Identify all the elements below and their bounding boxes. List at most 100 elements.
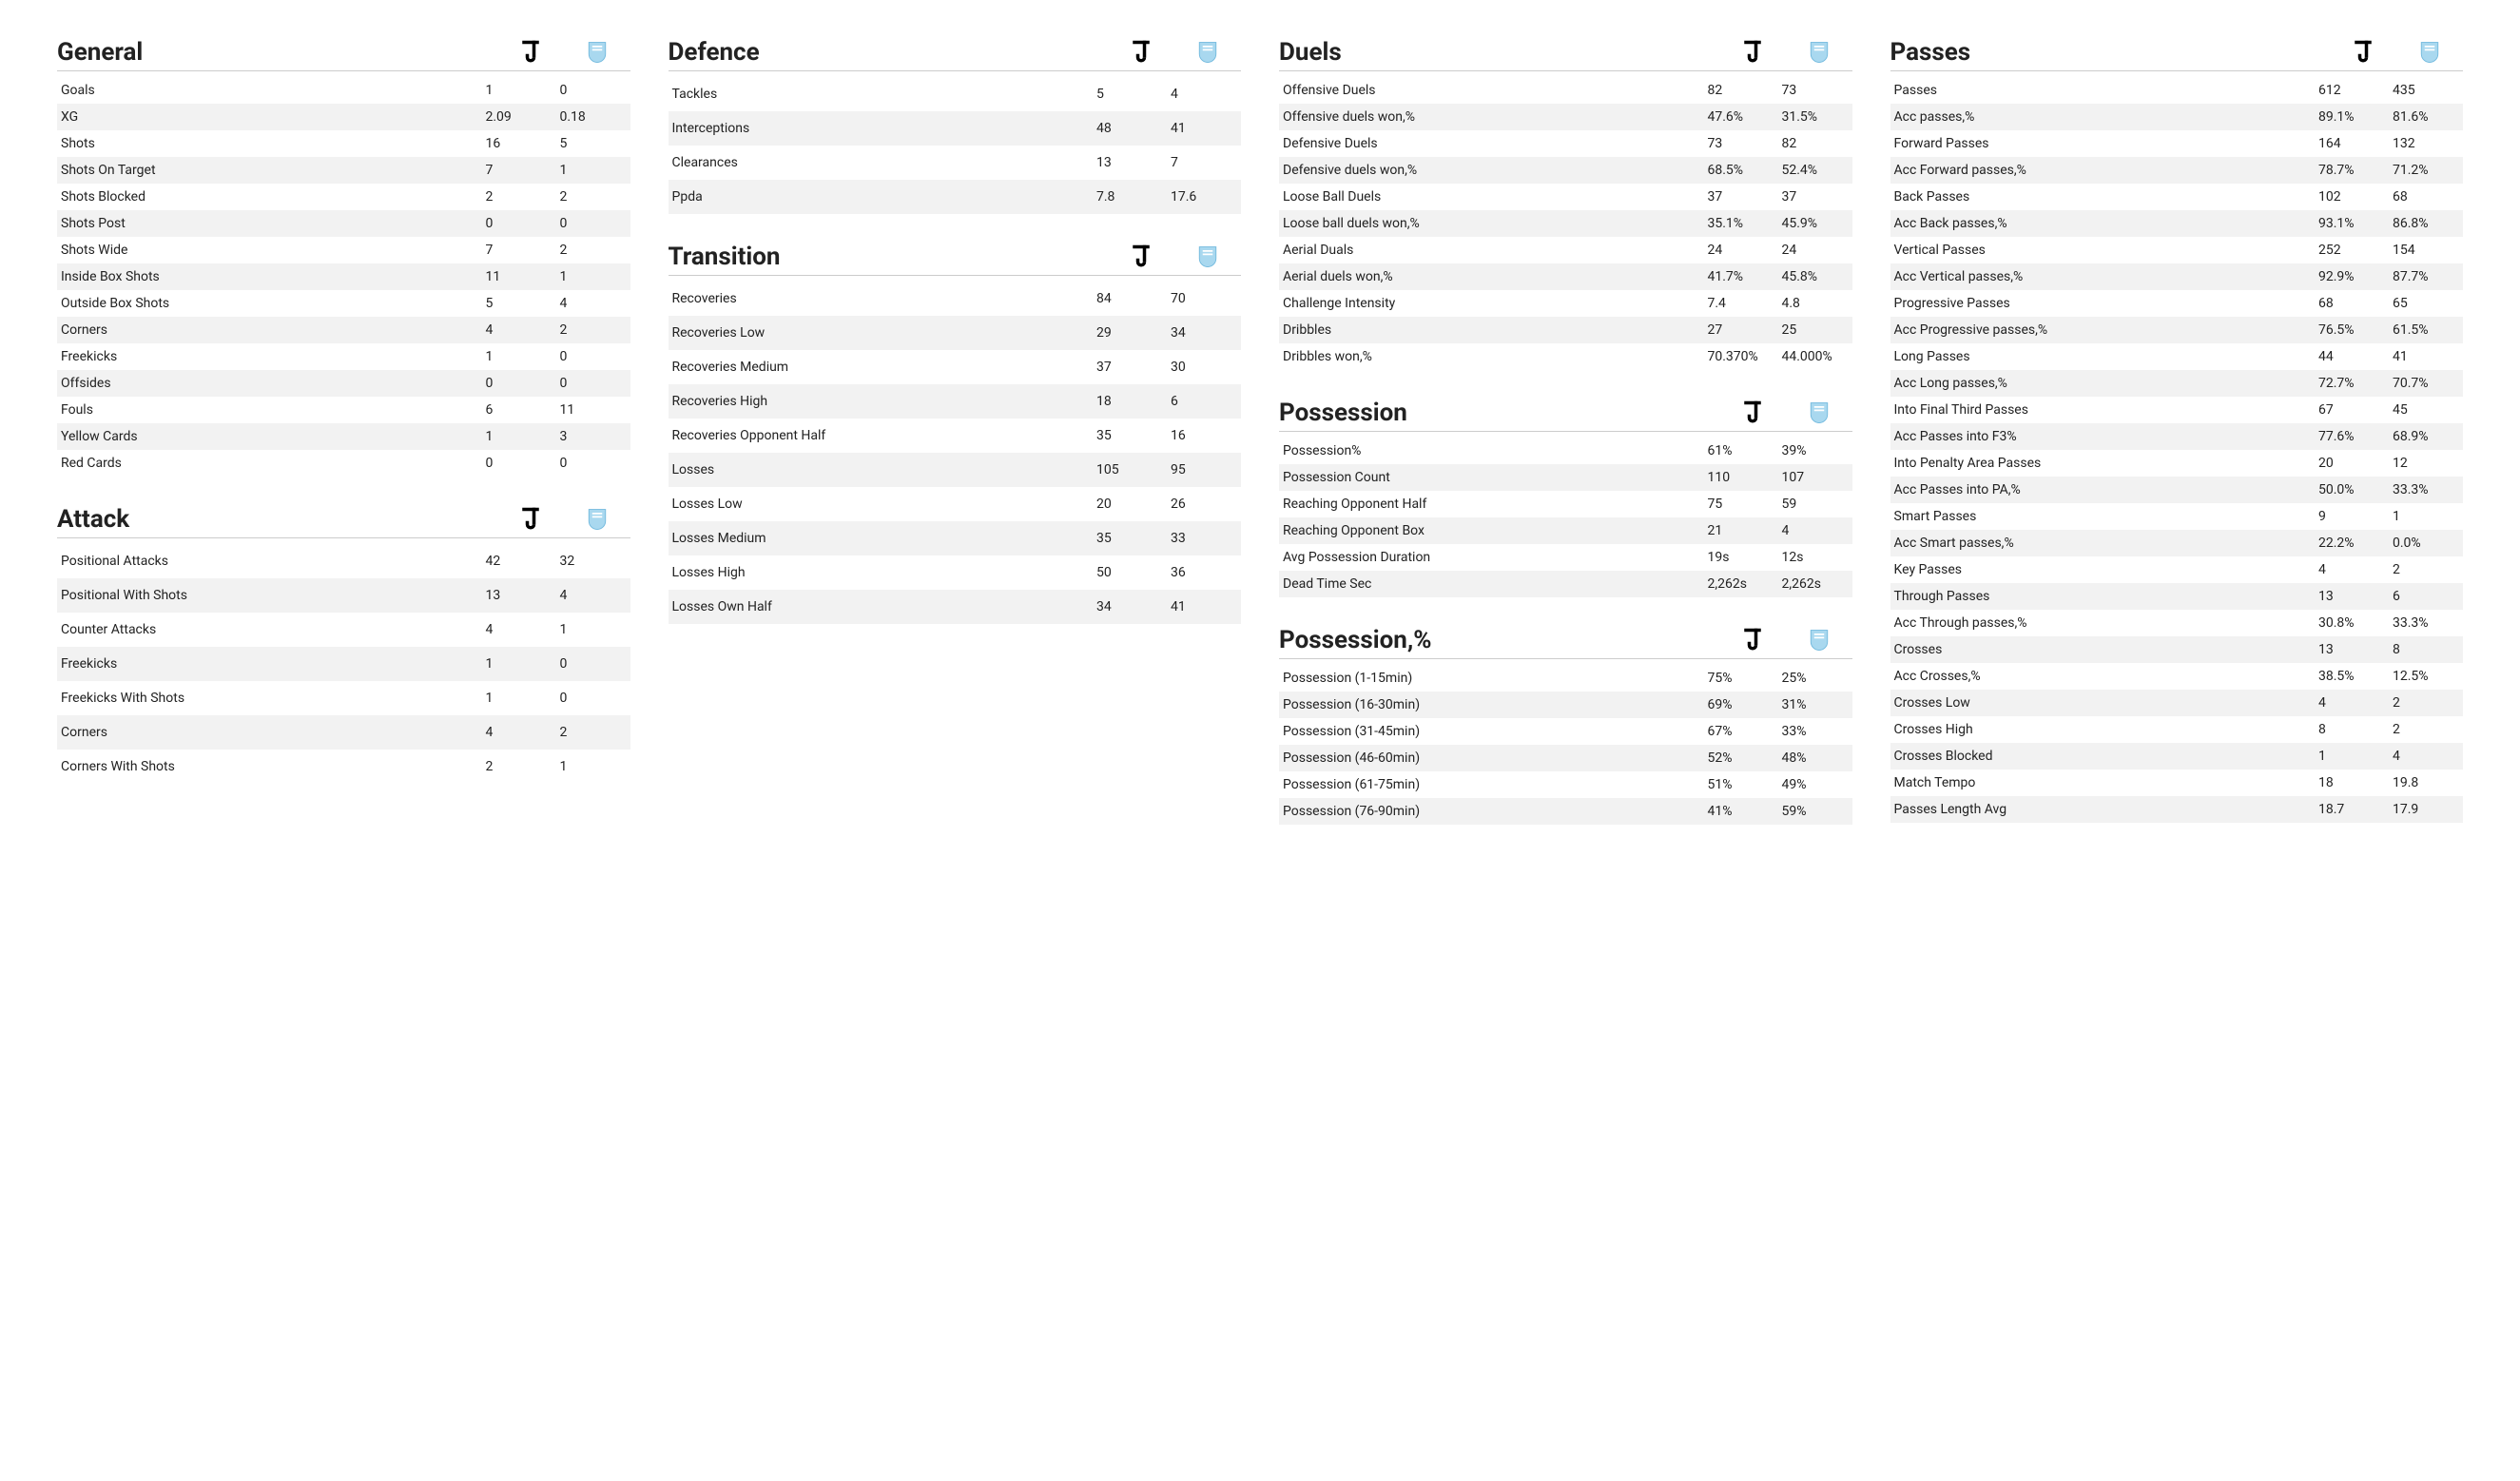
stat-label: Outside Box Shots (57, 290, 482, 317)
stat-label: Possession (16-30min) (1279, 692, 1704, 718)
stat-label: Aerial Duals (1279, 237, 1704, 263)
stat-value-team-b: 8 (2389, 636, 2463, 663)
stat-value-team-b: 1 (2389, 503, 2463, 530)
section-header: Duels (1279, 38, 1852, 71)
section-defence: DefenceTackles54Interceptions4841Clearan… (669, 38, 1242, 214)
stat-row: Outside Box Shots54 (57, 290, 630, 317)
stat-value-team-b: 4.8 (1778, 290, 1852, 317)
stat-value-team-a: 50.0% (2315, 477, 2389, 503)
stat-value-team-a: 18.7 (2315, 796, 2389, 823)
team-a-logo-icon (497, 39, 564, 66)
stat-value-team-b: 6 (1167, 384, 1241, 419)
stat-row: Recoveries Low2934 (669, 316, 1242, 350)
stat-label: Freekicks (57, 343, 482, 370)
stat-row: Losses Low2026 (669, 487, 1242, 521)
stat-value-team-b: 2 (556, 317, 630, 343)
stat-value-team-b: 12 (2389, 450, 2463, 477)
stat-value-team-a: 82 (1704, 77, 1778, 104)
stat-label: Crosses Low (1890, 690, 2316, 716)
stat-value-team-a: 5 (482, 290, 556, 317)
stat-label: Red Cards (57, 450, 482, 477)
stat-value-team-a: 1 (482, 681, 556, 715)
stat-label: Interceptions (669, 111, 1094, 146)
stat-label: Offsides (57, 370, 482, 397)
stat-value-team-b: 3 (556, 423, 630, 450)
stat-row: Back Passes10268 (1890, 184, 2464, 210)
section-title: Possession (1279, 399, 1719, 427)
team-a-logo-icon (1719, 399, 1786, 426)
stat-value-team-b: 82 (1778, 130, 1852, 157)
section-title: Passes (1890, 38, 2331, 67)
stat-row: Defensive Duels7382 (1279, 130, 1852, 157)
stat-value-team-b: 5 (556, 130, 630, 157)
stat-row: Shots165 (57, 130, 630, 157)
stat-value-team-b: 33.3% (2389, 610, 2463, 636)
stat-value-team-b: 1 (556, 157, 630, 184)
team-a-logo-icon (1719, 627, 1786, 653)
stat-row: Freekicks10 (57, 647, 630, 681)
stat-label: Loose ball duels won,% (1279, 210, 1704, 237)
stat-value-team-b: 68.9% (2389, 423, 2463, 450)
stat-row: Freekicks10 (57, 343, 630, 370)
stat-value-team-a: 4 (2315, 690, 2389, 716)
stat-row: Freekicks With Shots10 (57, 681, 630, 715)
stat-row: Losses10595 (669, 453, 1242, 487)
stat-label: Clearances (669, 146, 1094, 180)
section-possession_pct: Possession,%Possession (1-15min)75%25%Po… (1279, 626, 1852, 825)
stat-value-team-a: 22.2% (2315, 530, 2389, 556)
section-duels: DuelsOffensive Duels8273Offensive duels … (1279, 38, 1852, 370)
stat-label: Defensive Duels (1279, 130, 1704, 157)
section-title: Possession,% (1279, 626, 1719, 654)
stat-row: Offsides00 (57, 370, 630, 397)
stat-value-team-a: 7.4 (1704, 290, 1778, 317)
stat-value-team-b: 17.9 (2389, 796, 2463, 823)
stat-label: Acc Back passes,% (1890, 210, 2316, 237)
stat-value-team-a: 68 (2315, 290, 2389, 317)
stat-label: Passes (1890, 77, 2316, 104)
stat-label: Shots On Target (57, 157, 482, 184)
stat-row: Loose ball duels won,%35.1%45.9% (1279, 210, 1852, 237)
stat-row: Acc Passes into F3%77.6%68.9% (1890, 423, 2464, 450)
stat-value-team-a: 1 (2315, 743, 2389, 770)
stat-row: Acc Long passes,%72.7%70.7% (1890, 370, 2464, 397)
stat-row: Crosses High82 (1890, 716, 2464, 743)
stat-label: Loose Ball Duels (1279, 184, 1704, 210)
stat-value-team-b: 59 (1778, 491, 1852, 517)
stat-value-team-a: 110 (1704, 464, 1778, 491)
stat-value-team-a: 1 (482, 77, 556, 104)
stat-label: Possession (1-15min) (1279, 665, 1704, 692)
stat-label: Possession (61-75min) (1279, 771, 1704, 798)
stat-row: Corners42 (57, 715, 630, 750)
stat-value-team-a: 1 (482, 423, 556, 450)
stat-value-team-a: 50 (1093, 555, 1167, 590)
stat-label: Dead Time Sec (1279, 571, 1704, 597)
stat-value-team-a: 4 (482, 715, 556, 750)
stat-label: Acc Progressive passes,% (1890, 317, 2316, 343)
stat-row: Dribbles won,%70.370%44.000% (1279, 343, 1852, 370)
stat-row: Acc Passes into PA,%50.0%33.3% (1890, 477, 2464, 503)
stat-value-team-b: 31.5% (1778, 104, 1852, 130)
stat-value-team-b: 65 (2389, 290, 2463, 317)
stat-label: Acc Smart passes,% (1890, 530, 2316, 556)
stat-value-team-a: 102 (2315, 184, 2389, 210)
section-possession: PossessionPossession%61%39%Possession Co… (1279, 399, 1852, 597)
stat-value-team-a: 35 (1093, 419, 1167, 453)
stat-value-team-b: 25% (1778, 665, 1852, 692)
stat-value-team-b: 0 (556, 343, 630, 370)
stat-row: Reaching Opponent Box214 (1279, 517, 1852, 544)
section-header: Defence (669, 38, 1242, 71)
stat-value-team-a: 35.1% (1704, 210, 1778, 237)
stat-label: Losses High (669, 555, 1094, 590)
stat-row: Corners42 (57, 317, 630, 343)
stat-label: Challenge Intensity (1279, 290, 1704, 317)
stat-label: Recoveries Medium (669, 350, 1094, 384)
stat-row: Yellow Cards13 (57, 423, 630, 450)
stat-value-team-a: 4 (482, 317, 556, 343)
stat-row: Corners With Shots21 (57, 750, 630, 784)
stat-row: Into Penalty Area Passes2012 (1890, 450, 2464, 477)
team-b-logo-icon (564, 39, 630, 66)
stat-row: Counter Attacks41 (57, 613, 630, 647)
section-header: Possession,% (1279, 626, 1852, 659)
stat-row: Losses High5036 (669, 555, 1242, 590)
section-attack: AttackPositional Attacks4232Positional W… (57, 505, 630, 784)
